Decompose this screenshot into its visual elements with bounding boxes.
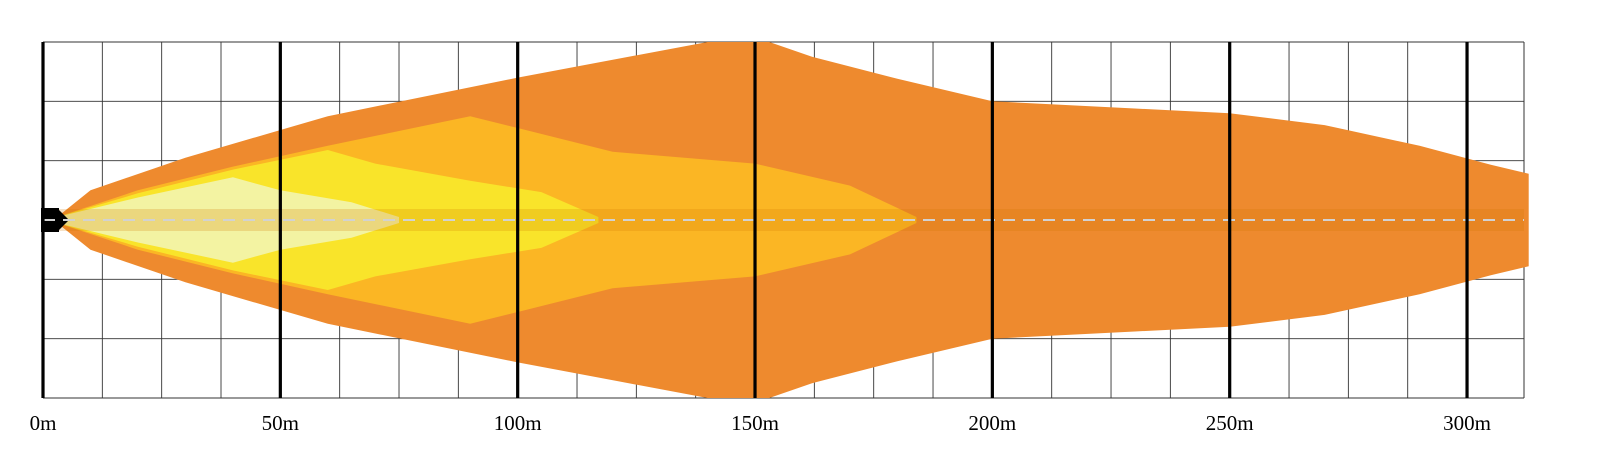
tick-label-50: 50m bbox=[262, 411, 299, 435]
tick-label-150: 150m bbox=[731, 411, 779, 435]
tick-label-100: 100m bbox=[494, 411, 542, 435]
tick-label-0: 0m bbox=[30, 411, 57, 435]
x-tick-labels: 0m 50m 100m 150m 200m 250m 300m bbox=[30, 411, 1491, 435]
tick-label-250: 250m bbox=[1206, 411, 1254, 435]
grid-major-lines bbox=[41, 42, 1469, 398]
tick-label-200: 200m bbox=[968, 411, 1016, 435]
center-band bbox=[41, 208, 1525, 232]
tick-label-300: 300m bbox=[1443, 411, 1491, 435]
